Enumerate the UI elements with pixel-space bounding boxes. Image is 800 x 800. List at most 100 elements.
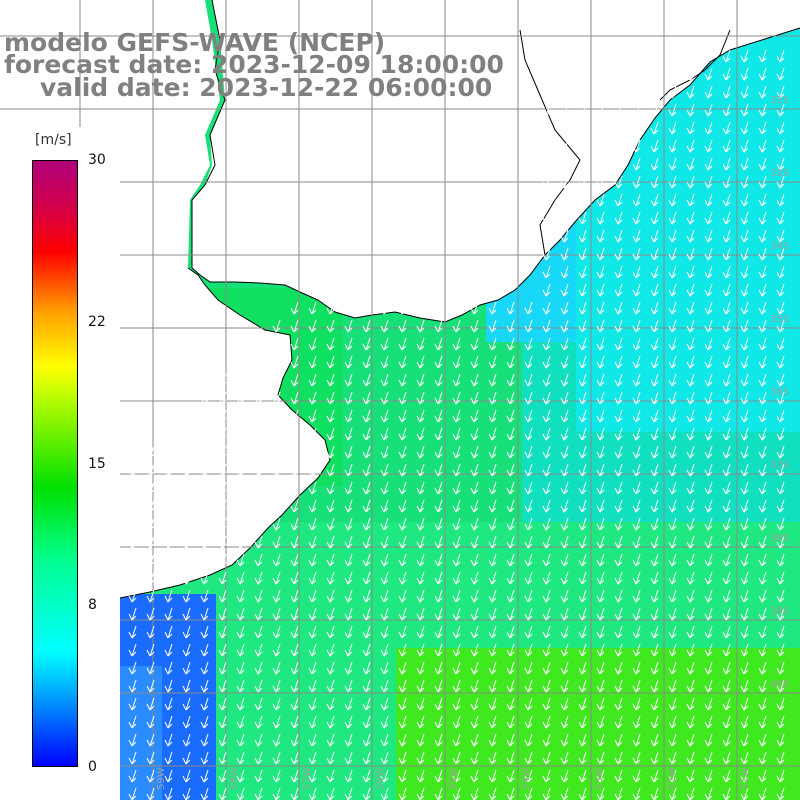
wind-arrow <box>380 589 389 603</box>
wind-arrow <box>326 499 335 513</box>
wind-arrow <box>290 391 299 405</box>
speed-cell <box>792 432 800 451</box>
wind-arrow <box>200 769 209 783</box>
wind-arrow <box>686 427 695 441</box>
wind-arrow <box>164 643 173 657</box>
wind-arrow <box>524 517 533 531</box>
wind-arrow <box>128 697 137 711</box>
wind-arrow <box>758 679 767 693</box>
wind-arrow <box>596 67 605 81</box>
wind-arrow <box>578 175 587 189</box>
wind-arrow <box>614 373 623 387</box>
wind-arrow <box>560 283 569 297</box>
speed-cell <box>792 594 800 613</box>
wind-arrow <box>434 463 443 477</box>
speed-cell <box>234 288 253 307</box>
wind-arrow <box>740 157 749 171</box>
wind-arrow <box>182 643 191 657</box>
wind-arrow <box>164 589 173 603</box>
wind-arrow <box>578 301 587 315</box>
wind-arrow <box>218 589 227 603</box>
wind-arrow <box>560 427 569 441</box>
wind-arrow <box>632 85 641 99</box>
speed-cell <box>792 162 800 181</box>
wind-arrow <box>200 463 209 477</box>
wind-arrow <box>560 643 569 657</box>
wind-arrow <box>326 463 335 477</box>
wind-arrow <box>758 121 767 135</box>
wind-arrow <box>506 463 515 477</box>
wind-arrow <box>776 301 785 315</box>
wind-arrow <box>758 463 767 477</box>
wind-arrow <box>776 139 785 153</box>
wind-arrow <box>704 175 713 189</box>
wind-arrow <box>740 85 749 99</box>
wind-arrow <box>740 445 749 459</box>
wind-arrow <box>704 193 713 207</box>
wind-arrow <box>200 607 209 621</box>
wind-arrow <box>524 697 533 711</box>
wind-arrow <box>506 625 515 639</box>
lon-label: 54W <box>521 767 532 790</box>
wind-arrow <box>470 553 479 567</box>
speed-cell <box>792 504 800 523</box>
wind-arrow <box>542 175 551 189</box>
wind-arrow <box>704 247 713 261</box>
wind-arrow <box>362 337 371 351</box>
wind-arrow <box>146 463 155 477</box>
wind-arrow <box>614 193 623 207</box>
wind-arrow <box>776 157 785 171</box>
wind-arrow <box>146 643 155 657</box>
wind-arrow <box>128 499 137 513</box>
wind-arrow <box>488 391 497 405</box>
wind-arrow <box>578 535 587 549</box>
wind-arrow <box>614 535 623 549</box>
wind-arrow <box>416 625 425 639</box>
wind-arrow <box>182 769 191 783</box>
wind-arrow <box>344 697 353 711</box>
wind-arrow <box>668 301 677 315</box>
wind-arrow <box>614 355 623 369</box>
wind-arrow <box>704 67 713 81</box>
wind-arrow <box>470 319 479 333</box>
wind-arrow <box>200 661 209 675</box>
wind-arrow <box>200 589 209 603</box>
wind-arrow <box>146 661 155 675</box>
wind-arrow <box>488 535 497 549</box>
wind-arrow <box>452 409 461 423</box>
wind-arrow <box>686 607 695 621</box>
wind-arrow <box>506 679 515 693</box>
wind-arrow <box>776 769 785 783</box>
wind-arrow <box>344 391 353 405</box>
wind-arrow <box>632 571 641 585</box>
wind-arrow <box>650 265 659 279</box>
wind-arrow <box>650 337 659 351</box>
wind-arrow <box>272 337 281 351</box>
wind-arrow <box>524 751 533 765</box>
wind-arrow <box>470 355 479 369</box>
wind-arrow <box>128 643 137 657</box>
wind-arrow <box>704 373 713 387</box>
wind-arrow <box>596 211 605 225</box>
wind-arrow <box>524 715 533 729</box>
wind-arrow <box>704 769 713 783</box>
wind-arrow <box>542 301 551 315</box>
wind-arrow <box>776 229 785 243</box>
wind-arrow <box>560 175 569 189</box>
wind-arrow <box>254 553 263 567</box>
wind-arrow <box>164 715 173 729</box>
wind-arrow <box>632 445 641 459</box>
wind-arrow <box>488 787 497 800</box>
wind-arrow <box>650 787 659 800</box>
wind-arrow <box>578 625 587 639</box>
wind-arrow <box>758 697 767 711</box>
wind-arrow <box>722 211 731 225</box>
wind-arrow <box>434 643 443 657</box>
wind-arrow <box>776 175 785 189</box>
wind-arrow <box>776 751 785 765</box>
wind-arrow <box>632 553 641 567</box>
wind-arrow <box>290 607 299 621</box>
wind-arrow <box>632 427 641 441</box>
wind-arrow <box>218 553 227 567</box>
wind-arrow <box>560 67 569 81</box>
